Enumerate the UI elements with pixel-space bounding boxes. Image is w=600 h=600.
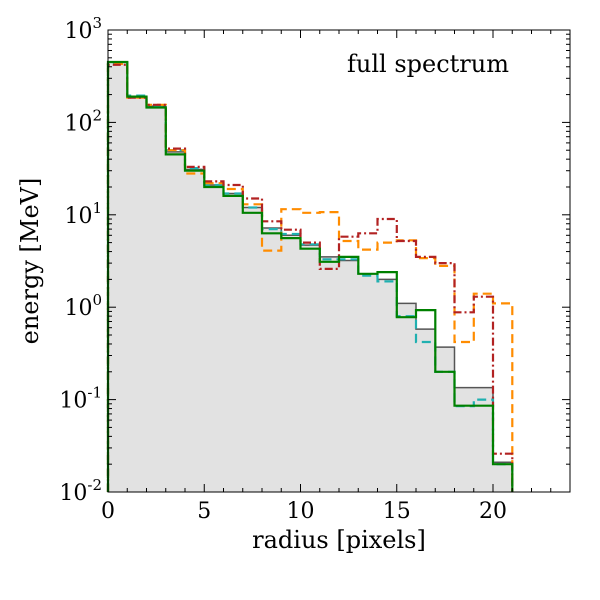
- x-tick-label: 15: [383, 499, 411, 524]
- series-3: [106, 63, 514, 492]
- x-axis-label: radius [pixels]: [252, 526, 426, 554]
- y-tick-label: 101: [64, 199, 102, 229]
- series-2: [106, 62, 514, 492]
- x-tick-label: 10: [287, 499, 315, 524]
- series-line: [106, 62, 514, 492]
- series-4: [106, 60, 514, 492]
- y-tick-label: 103: [64, 14, 102, 44]
- series-fill: [108, 62, 513, 492]
- y-tick-label: 100: [64, 291, 102, 321]
- y-tick-label: 10-1: [59, 384, 102, 414]
- series-line: [106, 63, 514, 492]
- x-tick-label: 20: [479, 499, 507, 524]
- y-axis-label: energy [MeV]: [16, 178, 44, 345]
- y-tick-label: 102: [64, 106, 102, 136]
- x-tick-label: 5: [197, 499, 211, 524]
- annotation-label: full spectrum: [347, 50, 509, 78]
- y-tick-label: 10-2: [59, 476, 102, 506]
- x-tick-label: 0: [101, 499, 115, 524]
- series-0: [107, 61, 514, 492]
- series-layer: [106, 60, 514, 492]
- plot-border: [107, 29, 571, 493]
- series-line: [106, 60, 514, 492]
